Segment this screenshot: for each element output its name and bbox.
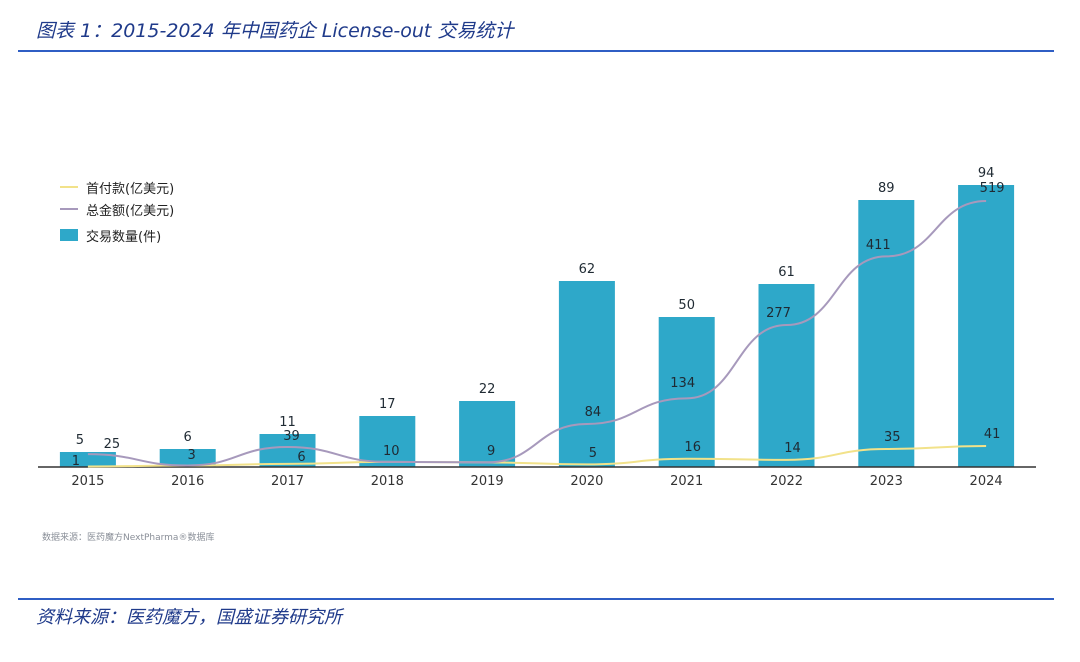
total-line xyxy=(87,200,987,467)
bar-2020 xyxy=(558,281,615,467)
legend-label-upfront: 首付款(亿美元) xyxy=(86,181,175,197)
legend-item-total: 总金额(亿美元) xyxy=(60,198,174,220)
x-tick-2023: 2023 xyxy=(870,474,903,489)
upfront-label-2017: 6 xyxy=(297,450,305,465)
x-tick-2024: 2024 xyxy=(970,474,1003,489)
total-label-2023: 411 xyxy=(866,238,891,253)
total-label-2017: 39 xyxy=(283,429,300,444)
x-tick-2017: 2017 xyxy=(271,474,304,489)
bar-label-2019: 22 xyxy=(479,382,496,397)
bottom-divider xyxy=(18,598,1054,600)
footer-source: 资料来源：医药魔方，国盛证券研究所 xyxy=(36,607,342,628)
legend-label-total: 总金额(亿美元) xyxy=(86,203,175,219)
bar-2018 xyxy=(359,416,416,467)
bar-label-2016: 6 xyxy=(184,430,192,445)
bar-2023 xyxy=(858,200,915,467)
bar-2022 xyxy=(758,284,815,467)
upfront-label-2020: 5 xyxy=(589,446,597,461)
data-source-note: 数据来源：医药魔方NextPharma®数据库 xyxy=(42,533,215,543)
bar-label-2024: 94 xyxy=(978,166,995,181)
bar-label-2015: 5 xyxy=(76,433,84,448)
bar-label-2018: 17 xyxy=(379,397,396,412)
x-tick-2016: 2016 xyxy=(171,474,204,489)
legend-swatch-upfront xyxy=(60,186,78,188)
chart-header: 图表 1：2015-2024 年中国药企 License-out 交易统计 xyxy=(0,0,1080,52)
legend-label-count: 交易数量(件) xyxy=(86,229,162,245)
total-label-2021: 134 xyxy=(670,376,695,391)
legend-swatch-total xyxy=(60,208,78,210)
upfront-label-2022: 14 xyxy=(784,441,801,456)
bar-2024 xyxy=(958,185,1015,467)
legend: 首付款(亿美元) 总金额(亿美元) 交易数量(件) xyxy=(60,176,174,246)
bar-label-2023: 89 xyxy=(878,181,895,196)
x-tick-2015: 2015 xyxy=(71,474,104,489)
total-label-2018: 10 xyxy=(383,444,400,459)
upfront-label-2021: 16 xyxy=(684,440,701,455)
x-tick-2020: 2020 xyxy=(570,474,603,489)
bar-label-2017: 11 xyxy=(279,415,296,430)
legend-item-upfront: 首付款(亿美元) xyxy=(60,176,174,198)
chart-title: 图表 1：2015-2024 年中国药企 License-out 交易统计 xyxy=(36,20,514,42)
total-label-2015: 25 xyxy=(104,437,121,452)
bar-label-2022: 61 xyxy=(778,265,795,280)
bar-2017 xyxy=(259,434,316,467)
upfront-label-2023: 35 xyxy=(884,430,901,445)
total-label-2016: 3 xyxy=(188,448,196,463)
total-label-2019: 9 xyxy=(487,444,495,459)
bar-label-2020: 62 xyxy=(579,262,596,277)
bar-2016 xyxy=(159,449,216,467)
upfront-line xyxy=(87,444,987,468)
legend-item-count: 交易数量(件) xyxy=(60,224,174,246)
x-tick-2021: 2021 xyxy=(670,474,703,489)
x-tick-2018: 2018 xyxy=(371,474,404,489)
upfront-label-2015: 1 xyxy=(72,454,80,469)
bar-2021 xyxy=(658,317,715,467)
x-tick-2019: 2019 xyxy=(471,474,504,489)
legend-swatch-count xyxy=(60,229,78,241)
upfront-label-2024: 41 xyxy=(984,427,1001,442)
x-tick-2022: 2022 xyxy=(770,474,803,489)
bar-2019 xyxy=(459,401,516,467)
total-label-2020: 84 xyxy=(585,405,602,420)
bar-label-2021: 50 xyxy=(678,298,695,313)
total-label-2024: 519 xyxy=(980,181,1005,196)
total-label-2022: 277 xyxy=(766,306,791,321)
top-divider xyxy=(18,50,1054,52)
bar-2015 xyxy=(59,452,116,467)
